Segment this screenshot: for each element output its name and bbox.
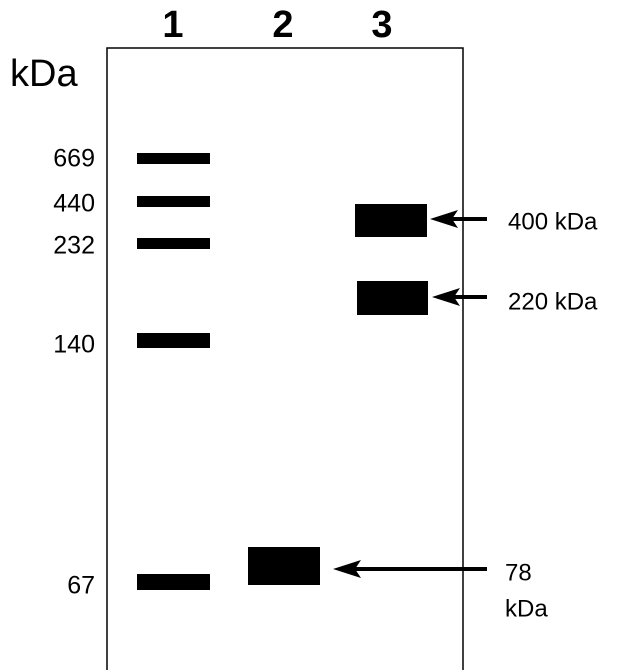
page: 1 2 3 kDa 669 440 232 140 67 400 kDa 220… xyxy=(0,0,630,670)
arrow xyxy=(432,288,487,306)
marker-label: 669 xyxy=(53,145,95,173)
lane-label: 1 xyxy=(162,4,183,46)
band-annotation: 400 kDa xyxy=(508,208,598,235)
unit-label: kDa xyxy=(10,53,78,95)
marker-label: 232 xyxy=(53,232,95,260)
lane-label: 3 xyxy=(371,4,392,46)
marker-label: 67 xyxy=(67,572,95,600)
band-annotation: 220 kDa xyxy=(508,288,598,315)
marker-label: 140 xyxy=(53,331,95,359)
arrow xyxy=(430,210,487,228)
sample-band xyxy=(248,547,320,585)
marker-band xyxy=(137,153,210,164)
lane-label: 2 xyxy=(272,4,293,46)
marker-band xyxy=(137,333,210,348)
arrow xyxy=(333,560,487,578)
marker-band xyxy=(137,574,210,590)
gel-figure: 1 2 3 kDa 669 440 232 140 67 400 kDa 220… xyxy=(0,0,630,670)
band-annotation: kDa xyxy=(505,595,548,622)
sample-band xyxy=(355,204,427,237)
sample-band xyxy=(357,281,428,315)
marker-label: 440 xyxy=(53,190,95,218)
marker-band xyxy=(137,238,210,249)
marker-band xyxy=(137,196,210,207)
band-annotation: 78 xyxy=(505,559,532,586)
